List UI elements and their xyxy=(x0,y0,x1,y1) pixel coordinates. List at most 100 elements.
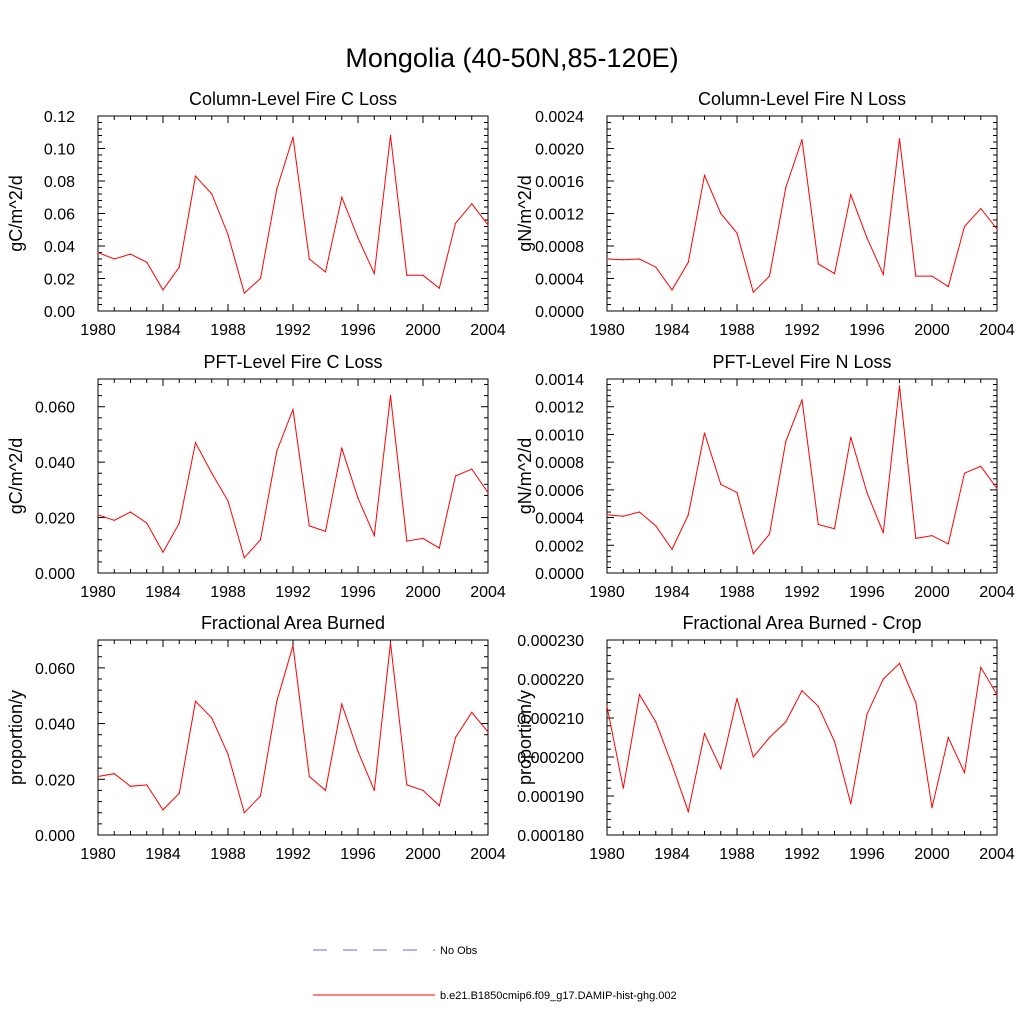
data-point xyxy=(980,666,982,668)
data-point xyxy=(833,273,836,275)
data-point xyxy=(471,468,473,470)
y-axis-label: gC/m^2/d xyxy=(6,175,26,251)
x-tick-label: 1992 xyxy=(275,846,311,863)
data-point xyxy=(655,266,657,268)
data-point xyxy=(850,194,852,196)
data-point xyxy=(487,224,489,226)
y-tick-label: 0.0024 xyxy=(535,109,584,126)
data-point xyxy=(638,511,641,513)
data-point xyxy=(963,225,966,228)
data-point xyxy=(996,694,998,696)
x-tick-label: 1996 xyxy=(340,584,376,601)
data-point xyxy=(996,487,998,490)
x-axis: 1980 1984 1988 1992 1996 2000 2004 xyxy=(80,116,506,339)
data-point xyxy=(211,717,213,719)
data-point xyxy=(113,519,115,521)
data-point xyxy=(833,528,836,530)
data-point xyxy=(389,642,392,644)
y-tick-label: 0.10 xyxy=(44,142,75,159)
y-axis-label: gC/m^2/d xyxy=(6,438,26,514)
data-point xyxy=(882,678,884,680)
figure-title: Mongolia (40-50N,85-120E) xyxy=(345,43,678,73)
data-point xyxy=(471,203,473,205)
data-point xyxy=(211,193,213,195)
data-point xyxy=(324,530,327,533)
data-point xyxy=(471,711,473,714)
data-point xyxy=(406,540,408,542)
plot-frame xyxy=(606,378,998,574)
data-point xyxy=(487,492,489,494)
data-point xyxy=(980,208,982,210)
series-line xyxy=(606,138,998,294)
data-point xyxy=(996,228,998,230)
data-point xyxy=(785,186,787,189)
data-point xyxy=(211,472,213,474)
data-point xyxy=(915,701,917,704)
x-tick-label: 1980 xyxy=(589,322,625,339)
data-point xyxy=(276,700,278,702)
series-line xyxy=(97,395,489,559)
data-point xyxy=(963,472,966,474)
data-point xyxy=(454,736,457,739)
x-tick-label: 1984 xyxy=(654,322,690,339)
data-point xyxy=(308,258,310,260)
data-point xyxy=(622,515,624,517)
data-point xyxy=(129,511,132,513)
y-axis-label: proportion/y xyxy=(515,690,535,785)
legend: No Obs b.e21.B1850cmip6.f09_g17.DAMIP-hi… xyxy=(313,945,677,1002)
data-point xyxy=(341,703,343,705)
x-tick-label: 2000 xyxy=(914,322,950,339)
data-point xyxy=(146,522,148,524)
data-point xyxy=(357,497,359,499)
x-tick-label: 2000 xyxy=(914,584,950,601)
data-point xyxy=(97,514,99,516)
x-tick-label: 2004 xyxy=(979,846,1015,863)
x-tick-label: 1988 xyxy=(210,584,246,601)
series-line xyxy=(606,385,998,555)
data-point xyxy=(817,263,819,265)
x-tick-label: 1992 xyxy=(784,322,820,339)
legend-label-model: b.e21.B1850cmip6.f09_g17.DAMIP-hist-ghg.… xyxy=(440,990,677,1002)
legend-label-no-obs: No Obs xyxy=(440,945,478,957)
data-point xyxy=(243,557,245,559)
data-point xyxy=(882,273,884,275)
data-point xyxy=(703,174,706,176)
y-tick-label: 0.0000 xyxy=(535,304,584,321)
data-point xyxy=(817,705,819,707)
data-point xyxy=(768,533,771,535)
data-point xyxy=(178,792,180,794)
data-point xyxy=(671,548,673,551)
x-tick-label: 2004 xyxy=(979,584,1015,601)
data-point xyxy=(785,721,787,723)
x-tick-label: 1984 xyxy=(145,584,181,601)
data-point xyxy=(703,432,706,434)
data-point xyxy=(97,251,99,254)
data-points xyxy=(606,662,998,813)
data-point xyxy=(833,740,836,743)
data-point xyxy=(227,234,229,236)
series-line xyxy=(606,662,998,814)
data-point xyxy=(194,700,197,702)
data-point xyxy=(963,772,966,774)
y-tick-label: 0.040 xyxy=(35,455,75,472)
x-axis: 1980 1984 1988 1992 1996 2000 2004 xyxy=(80,640,506,863)
y-tick-label: 0.0006 xyxy=(535,483,584,500)
data-point xyxy=(259,795,262,797)
data-point xyxy=(606,705,608,707)
data-point xyxy=(178,266,180,268)
data-point xyxy=(638,258,641,260)
panel-fractional-area-burned-crop: Fractional Area Burned - Crop proportion/… xyxy=(515,613,1015,863)
data-point xyxy=(438,547,440,549)
data-point xyxy=(243,292,245,294)
data-point xyxy=(785,440,787,442)
series-line xyxy=(97,642,489,814)
plot-frame xyxy=(606,639,998,836)
y-axis: 0.000 0.020 0.040 0.060 xyxy=(35,645,488,845)
y-tick-label: 0.060 xyxy=(35,661,75,678)
x-tick-label: 1996 xyxy=(849,846,885,863)
x-tick-label: 1996 xyxy=(340,322,376,339)
y-axis-label: gN/m^2/d xyxy=(515,438,535,514)
data-point xyxy=(915,537,917,540)
